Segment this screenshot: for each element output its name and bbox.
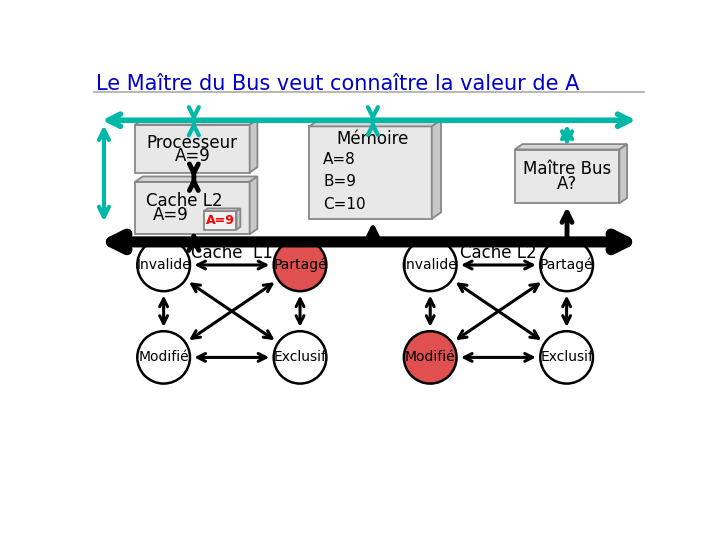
Circle shape — [274, 331, 326, 383]
Text: Cache L2: Cache L2 — [146, 192, 223, 210]
Text: Modifié: Modifié — [138, 350, 189, 365]
Circle shape — [138, 331, 190, 383]
Polygon shape — [432, 120, 441, 219]
Polygon shape — [135, 177, 258, 182]
Polygon shape — [310, 126, 432, 219]
Text: Cache L2: Cache L2 — [460, 245, 536, 262]
Text: Mémoire: Mémoire — [337, 130, 409, 148]
Text: Invalide: Invalide — [136, 258, 191, 272]
Circle shape — [274, 239, 326, 291]
Text: A=8
B=9
C=10: A=8 B=9 C=10 — [323, 152, 366, 212]
Polygon shape — [135, 182, 250, 234]
Text: Partagé: Partagé — [273, 258, 327, 272]
Polygon shape — [250, 177, 258, 234]
Polygon shape — [515, 144, 627, 150]
Circle shape — [540, 331, 593, 383]
Text: Exclusif: Exclusif — [540, 350, 593, 365]
Polygon shape — [310, 120, 441, 126]
Polygon shape — [135, 119, 258, 125]
Polygon shape — [204, 208, 240, 211]
Text: A?: A? — [557, 175, 577, 193]
Polygon shape — [515, 150, 619, 204]
Text: Processeur: Processeur — [147, 133, 238, 152]
Polygon shape — [250, 119, 258, 173]
Text: Cache  L1: Cache L1 — [191, 245, 273, 262]
Polygon shape — [135, 125, 250, 173]
Text: A=9: A=9 — [153, 206, 189, 224]
Text: Le Maître du Bus veut connaître la valeur de A: Le Maître du Bus veut connaître la valeu… — [96, 74, 580, 94]
Circle shape — [540, 239, 593, 291]
Circle shape — [404, 331, 456, 383]
Text: A=9: A=9 — [206, 214, 235, 227]
Polygon shape — [236, 208, 240, 230]
Text: Partagé: Partagé — [540, 258, 593, 272]
Circle shape — [138, 239, 190, 291]
Text: Invalide: Invalide — [403, 258, 458, 272]
Polygon shape — [619, 144, 627, 204]
Text: A=9: A=9 — [174, 147, 210, 165]
Text: Exclusif: Exclusif — [274, 350, 327, 365]
Polygon shape — [204, 211, 236, 230]
Circle shape — [404, 239, 456, 291]
Text: Maître Bus: Maître Bus — [523, 160, 611, 178]
Text: Modifié: Modifié — [405, 350, 456, 365]
